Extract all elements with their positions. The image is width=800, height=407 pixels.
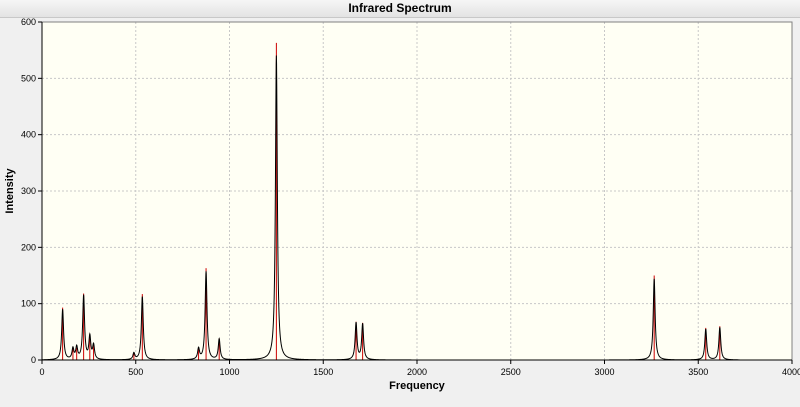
x-tick-labels: 0 500 1000 1500 2000 2500 3000 3500 4000: [39, 360, 800, 377]
x-tick-label: 4000: [782, 367, 800, 377]
x-tick-label: 3000: [594, 367, 614, 377]
y-tick-label: 300: [21, 186, 36, 196]
y-tick-label: 500: [21, 73, 36, 83]
x-tick-label: 1500: [313, 367, 333, 377]
y-tick-label: 200: [21, 242, 36, 252]
y-tick-label: 100: [21, 299, 36, 309]
y-axis-label: Intensity: [4, 168, 16, 214]
x-tick-label: 500: [128, 367, 143, 377]
window-title: Infrared Spectrum: [0, 0, 800, 18]
x-tick-label: 1000: [219, 367, 239, 377]
x-tick-label: 2000: [407, 367, 427, 377]
y-tick-labels: 0 100 200 300 400 500 600: [21, 17, 42, 365]
x-tick-label: 2500: [501, 367, 521, 377]
x-tick-label: 3500: [688, 367, 708, 377]
y-tick-label: 400: [21, 130, 36, 140]
y-tick-label: 0: [31, 355, 36, 365]
x-axis-label: Frequency: [389, 380, 446, 392]
x-tick-label: 0: [39, 367, 44, 377]
y-tick-label: 600: [21, 17, 36, 27]
